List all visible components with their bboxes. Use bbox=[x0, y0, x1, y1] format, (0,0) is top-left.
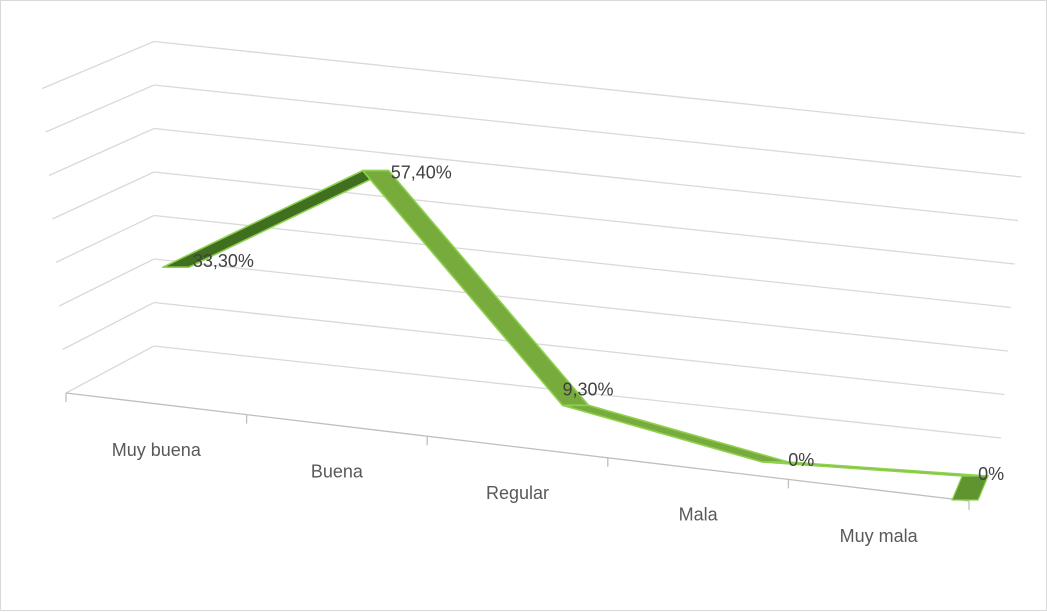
data-labels: 33,30% 57,40% 9,30% 0% 0% bbox=[193, 163, 1004, 484]
category-label: Buena bbox=[311, 461, 364, 481]
gridline bbox=[65, 345, 1002, 439]
data-label: 9,30% bbox=[563, 379, 614, 399]
gridline bbox=[48, 127, 1019, 222]
gridline bbox=[52, 171, 1015, 265]
data-label: 0% bbox=[978, 464, 1004, 484]
category-axis-line bbox=[65, 392, 970, 502]
data-series-ribbon bbox=[162, 169, 989, 501]
ribbon-end-cap bbox=[951, 475, 989, 501]
category-label: Mala bbox=[679, 505, 719, 525]
category-axis: Muy buena Buena Regular Mala Muy mala bbox=[65, 392, 970, 546]
gridline bbox=[45, 84, 1022, 178]
data-label: 57,40% bbox=[391, 163, 452, 183]
ribbon-segment bbox=[561, 404, 790, 463]
data-label: 0% bbox=[788, 450, 814, 470]
gridlines bbox=[41, 40, 1025, 439]
gridline bbox=[55, 214, 1012, 309]
gridline bbox=[58, 258, 1008, 352]
category-label: Regular bbox=[486, 483, 549, 503]
category-label: Muy buena bbox=[112, 440, 202, 460]
gridline bbox=[41, 40, 1025, 135]
category-label: Muy mala bbox=[840, 526, 919, 546]
gridline bbox=[62, 301, 1005, 396]
data-label: 33,30% bbox=[193, 251, 254, 271]
